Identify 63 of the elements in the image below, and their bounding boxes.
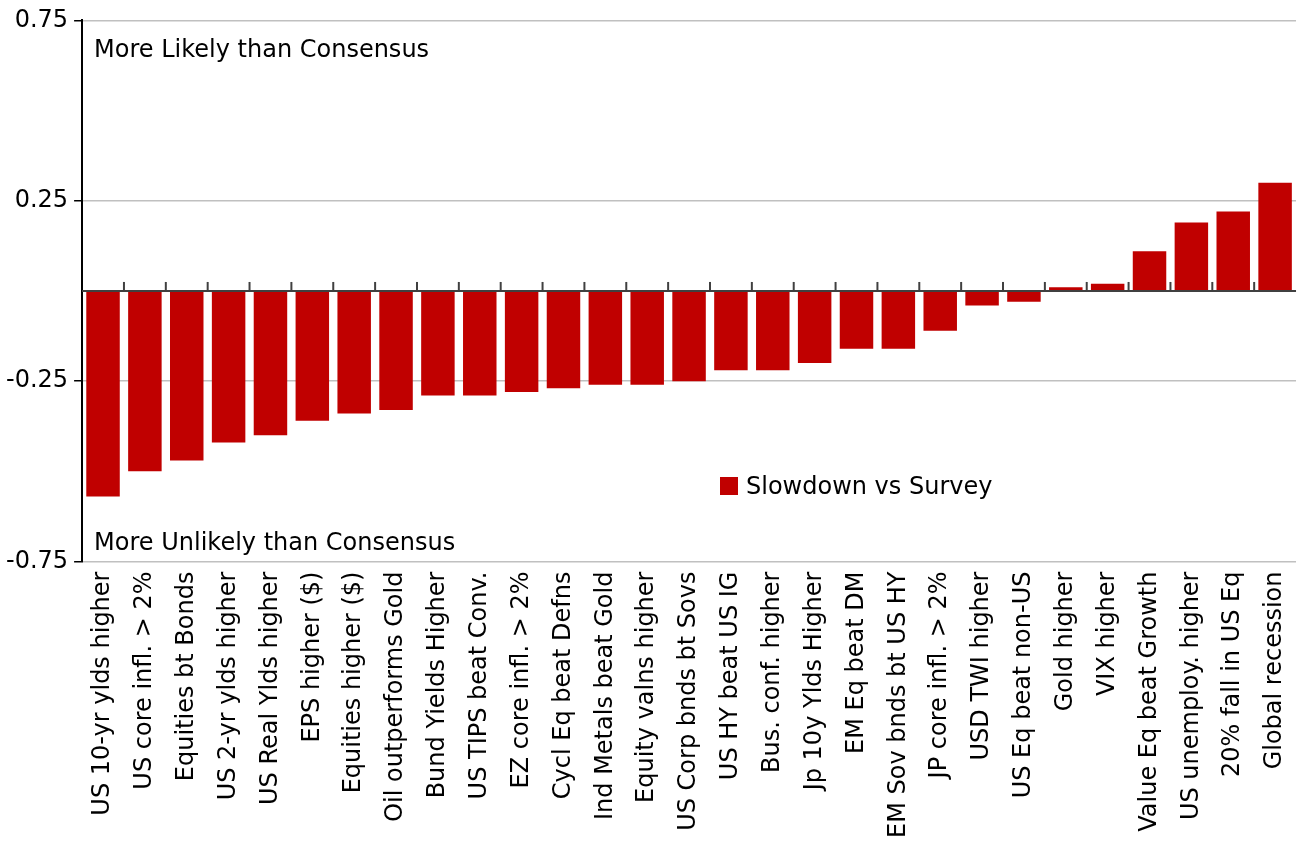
x-tick-label: JP core infl. > 2% bbox=[924, 571, 953, 781]
x-tick-label: USD TWI higher bbox=[966, 571, 995, 761]
x-tick-label: US core infl. > 2% bbox=[129, 571, 158, 790]
bar bbox=[881, 290, 916, 349]
bar bbox=[504, 290, 539, 392]
bar bbox=[463, 290, 497, 396]
bar bbox=[170, 290, 204, 461]
x-tick-label: US TIPS beat Conv. bbox=[464, 571, 492, 800]
x-tick-label: Value Eq beat Growth bbox=[1133, 571, 1162, 832]
bar bbox=[421, 290, 455, 396]
x-tick-label: Equities higher ($) bbox=[338, 571, 367, 794]
x-tick-label: US Corp bnds bt Sovs bbox=[673, 571, 702, 831]
bar bbox=[672, 290, 706, 382]
bar bbox=[379, 290, 413, 411]
x-tick-label: 20% fall in US Eq bbox=[1217, 571, 1246, 777]
bar bbox=[1132, 251, 1167, 291]
bar bbox=[128, 290, 162, 472]
bar bbox=[630, 290, 664, 385]
x-tick-label: Oil outperforms Gold bbox=[380, 571, 409, 822]
y-tick-label: -0.25 bbox=[5, 365, 69, 394]
x-tick-label: EZ core infl. > 2% bbox=[505, 571, 534, 789]
bar bbox=[86, 290, 120, 497]
bar bbox=[797, 290, 832, 364]
x-tick-label: US 2-yr ylds higher bbox=[212, 571, 241, 801]
x-tick-label: EM Sov bnds bt US HY bbox=[882, 571, 911, 839]
bar bbox=[839, 290, 874, 349]
bar bbox=[253, 290, 288, 436]
bar bbox=[1174, 222, 1209, 291]
bar bbox=[295, 290, 330, 421]
x-tick-label: Global recession bbox=[1259, 571, 1288, 770]
x-tick-label: Cycl Eq beat Defns bbox=[547, 571, 576, 800]
x-tick-label: Bund Yields Higher bbox=[422, 571, 451, 799]
y-tick-label: 0.25 bbox=[14, 185, 69, 214]
bar bbox=[211, 290, 246, 443]
bar bbox=[1007, 290, 1041, 302]
y-tick-label: -0.75 bbox=[5, 545, 69, 574]
x-tick-label: Equity valns higher bbox=[631, 571, 660, 803]
x-tick-label: Equities bt Bonds bbox=[170, 571, 199, 782]
bar bbox=[965, 290, 999, 306]
x-tick-label: US 10-yr ylds higher bbox=[87, 571, 116, 816]
x-tick-label: Jp 10y Ylds Higher bbox=[798, 571, 827, 793]
bar bbox=[546, 290, 581, 389]
x-tick-label: Gold higher bbox=[1050, 571, 1079, 712]
x-tick-label: US unemploy. higher bbox=[1175, 571, 1204, 821]
x-tick-label: US Real Ylds higher bbox=[254, 571, 283, 805]
bar bbox=[714, 290, 748, 371]
y-tick-label: 0.75 bbox=[14, 4, 69, 33]
x-tick-label: EM Eq beat DM bbox=[840, 571, 869, 754]
annotation: More Likely than Consensus bbox=[94, 34, 430, 63]
annotation: More Unlikely than Consensus bbox=[94, 527, 456, 556]
bar bbox=[337, 290, 371, 414]
bar bbox=[1216, 211, 1250, 291]
x-tick-label: VIX higher bbox=[1091, 571, 1120, 697]
bar bbox=[923, 290, 957, 331]
x-tick-label: Ind Metals beat Gold bbox=[589, 571, 618, 821]
x-tick-label: US Eq beat non-US bbox=[1008, 571, 1037, 799]
legend-label: Slowdown vs Survey bbox=[746, 472, 993, 500]
x-tick-label: Bus. conf. higher bbox=[757, 571, 786, 773]
bar bbox=[1258, 182, 1292, 291]
bar bbox=[588, 290, 623, 385]
x-tick-label: US HY beat US IG bbox=[715, 571, 744, 781]
bar bbox=[756, 290, 790, 371]
x-tick-label: EPS higher ($) bbox=[296, 571, 325, 743]
